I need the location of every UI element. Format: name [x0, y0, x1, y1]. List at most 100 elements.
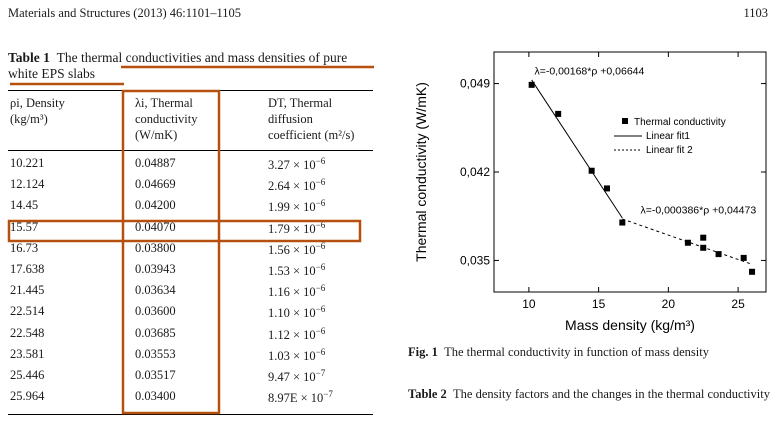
table2-caption: Table 2 The density factors and the chan… [408, 386, 778, 402]
cell-density: 15.57 [10, 219, 39, 234]
cell-conductivity: 0.03517 [135, 368, 176, 382]
figure1-caption: Fig. 1 The thermal conductivity in funct… [408, 345, 778, 360]
cell-diffusion: 1.99 × 10−6 [268, 198, 325, 215]
cell-diffusion: 2.64 × 10−6 [268, 177, 325, 194]
diffusion-mantissa: 1.10 × 10 [268, 306, 316, 321]
diffusion-mantissa: 1.12 × 10 [268, 327, 316, 342]
table-row: 22.514 0.03600 1.10 × 10−6 [0, 304, 380, 324]
diffusion-exponent: −6 [315, 262, 326, 272]
cell-density: 21.445 [10, 283, 45, 298]
table-row: 12.124 0.04669 2.64 × 10−6 [0, 177, 380, 197]
cell-diffusion: 1.56 × 10−6 [268, 241, 325, 258]
plot-frame [493, 51, 767, 293]
cell-diffusion: 1.03 × 10−6 [268, 347, 325, 364]
table2-label: Table 2 [408, 387, 447, 401]
diffusion-mantissa: 1.99 × 10 [268, 200, 316, 215]
cell-density: 14.45 [10, 198, 39, 213]
table-row: 23.581 0.03553 1.03 × 10−6 [0, 347, 380, 367]
x-tick-label: 10 [522, 297, 536, 311]
x-tick-label: 25 [731, 297, 745, 311]
cell-diffusion: 9.47 × 10−7 [268, 368, 325, 385]
cell-conductivity: 0.04669 [135, 177, 176, 192]
table1-top-rule [8, 90, 373, 91]
cell-conductivity: 0.03553 [135, 346, 176, 361]
diffusion-exponent: −6 [315, 346, 326, 357]
legend-label: Thermal conductivity [634, 117, 726, 128]
cell-density: 12.124 [10, 177, 45, 192]
diffusion-mantissa: 1.56 × 10 [268, 242, 316, 257]
table-row: 16.73 0.03800 1.56 × 10−6 [0, 241, 380, 261]
page-number: 1103 [743, 6, 768, 20]
cell-conductivity: 0.03600 [135, 304, 176, 319]
cell-conductivity: 0.04200 [135, 198, 176, 213]
header-line: DT, Thermal [268, 96, 333, 110]
diffusion-mantissa: 1.16 × 10 [268, 285, 316, 300]
data-point [740, 254, 747, 261]
diffusion-exponent: −7 [323, 389, 333, 400]
cell-diffusion: 1.10 × 10−6 [268, 304, 325, 321]
table-row: 14.45 0.04200 1.99 × 10−6 [0, 198, 380, 218]
diffusion-exponent: −6 [315, 325, 326, 336]
data-point [700, 244, 707, 251]
data-point [700, 234, 707, 241]
table-row: 25.446 0.03517 9.47 × 10−7 [0, 368, 380, 388]
fit-equation-label: λ=-0,000386*ρ +0,04473 [640, 205, 756, 217]
data-point [684, 239, 691, 246]
cell-diffusion: 1.79 × 10−6 [268, 220, 325, 237]
cell-conductivity: 0.03685 [135, 325, 176, 340]
table1-bottom-rule [8, 414, 373, 415]
table-row: 10.221 0.04887 3.27 × 10−6 [0, 156, 380, 176]
diffusion-mantissa: 9.47 × 10 [268, 370, 316, 385]
diffusion-mantissa: 1.79 × 10 [268, 221, 316, 236]
fit-equation-label: λ=-0,00168*ρ +0,06644 [534, 66, 644, 78]
table-row: 17.638 0.03943 1.53 × 10−6 [0, 262, 380, 282]
data-point [749, 268, 756, 275]
y-tick-label: 0,042 [460, 165, 490, 179]
cell-conductivity: 0.04070 [135, 219, 176, 234]
table1-header-conductivity: λi, Thermal conductivity (W/mK) [135, 95, 198, 143]
cell-diffusion: 1.53 × 10−6 [268, 262, 325, 279]
header-line: λi, Thermal [135, 96, 193, 110]
data-point [588, 167, 595, 174]
table1-header-density: ρi, Density (kg/m³) [10, 95, 65, 127]
table-row: 21.445 0.03634 1.16 × 10−6 [0, 283, 380, 303]
cell-diffusion: 1.16 × 10−6 [268, 283, 325, 300]
table-row: 22.548 0.03685 1.12 × 10−6 [0, 326, 380, 346]
diffusion-exponent: −6 [315, 219, 326, 230]
legend-label: Linear fit 2 [646, 145, 693, 156]
diffusion-exponent: −6 [315, 304, 326, 315]
diffusion-mantissa: 2.64 × 10 [268, 179, 316, 194]
table2-caption-text: The density factors and the changes in t… [453, 387, 770, 401]
table1-label: Table 1 [8, 50, 50, 65]
x-tick-label: 20 [662, 297, 676, 311]
diffusion-exponent: −6 [315, 240, 326, 251]
header-line: conductivity [135, 112, 198, 126]
data-point [619, 219, 626, 226]
cell-conductivity: 0.03400 [135, 389, 176, 404]
header-line: (kg/m³) [10, 112, 48, 126]
x-axis-label: Mass density (kg/m³) [565, 317, 695, 333]
cell-density: 22.514 [10, 304, 45, 319]
header-line: diffusion [268, 112, 313, 126]
cell-conductivity: 0.04887 [135, 156, 176, 170]
table-row: 15.57 0.04070 1.79 × 10−6 [0, 220, 380, 240]
x-tick-label: 15 [592, 297, 606, 311]
table1-caption-text: The thermal conductivities and mass dens… [8, 50, 348, 81]
diffusion-mantissa: 8.97E × 10 [268, 391, 324, 406]
y-tick-label: 0,049 [460, 77, 490, 91]
journal-header: Materials and Structures (2013) 46:1101–… [8, 6, 242, 20]
cell-density: 25.964 [10, 389, 45, 404]
diffusion-mantissa: 1.03 × 10 [268, 348, 316, 363]
data-point [603, 185, 610, 192]
diffusion-mantissa: 1.53 × 10 [268, 264, 316, 279]
table1-header-rule [8, 150, 373, 151]
figure1-caption-text: The thermal conductivity in function of … [444, 345, 709, 359]
y-axis-label: Thermal conductivity (W/mK) [413, 82, 429, 262]
cell-diffusion: 3.27 × 10−6 [268, 156, 325, 173]
table1-caption: Table 1 The thermal conductivities and m… [8, 50, 380, 82]
series-line-linear-fit1 [531, 79, 623, 219]
diffusion-exponent: −6 [315, 156, 326, 166]
cell-density: 22.548 [10, 325, 45, 340]
diffusion-exponent: −6 [315, 198, 326, 209]
figure1-chart: 10 15 20 25 0,035 0,042 0,049 Mass density (kg/… [402, 40, 780, 340]
